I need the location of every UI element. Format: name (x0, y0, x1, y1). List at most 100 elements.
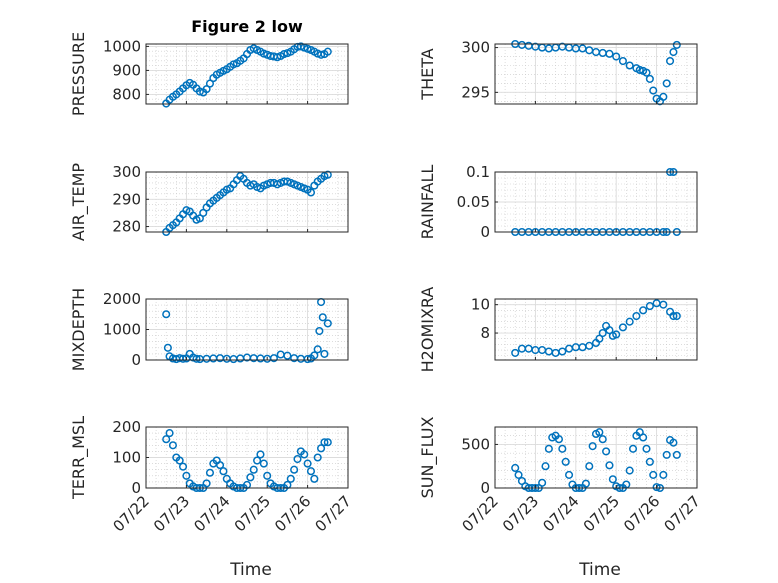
panel-6-data-point (558, 347, 567, 356)
panel-1-y-tick-label: 900 (112, 61, 141, 79)
panel-8-data-point (605, 461, 614, 470)
panel-7-data-point (313, 453, 322, 462)
panel-6-data-point (639, 306, 648, 315)
panel-7-data-point (323, 438, 332, 447)
panel-7-data-point (182, 471, 191, 480)
panel-7-data-point (306, 467, 316, 476)
panel-8-data-point (565, 470, 574, 479)
panel-7-data-point (178, 462, 188, 471)
panel-3-y-tick-label: 300 (112, 163, 141, 181)
panel-8-data-point (581, 479, 590, 488)
panel-6-y-tick-label: 10 (471, 296, 490, 314)
panel-7-data-point (162, 435, 171, 444)
panel-7-data-point (165, 429, 174, 438)
panel-1-data-point (279, 50, 289, 59)
panel-7-data-point (300, 450, 309, 459)
panel-5-y-tick-label: 0 (131, 351, 141, 369)
panel-8-data-point (561, 457, 570, 466)
panel-8-data-point (652, 483, 661, 492)
panel-8-axes-box (494, 426, 698, 489)
panel-2-data-point (672, 40, 681, 49)
panel-8-data-point (514, 470, 523, 479)
panel-7-x-axis-label: Time (229, 560, 272, 580)
panel-8-data-point (544, 444, 553, 453)
panel-5-data-point (313, 345, 322, 354)
panel-5-y-axis-label: MIXDEPTH (69, 288, 88, 371)
panel-6-data-point (632, 311, 641, 321)
panel-7-data-point (310, 474, 319, 483)
panel-6-data-point (612, 330, 621, 339)
panel-3-y-axis-label: AIR_TEMP (69, 163, 89, 241)
panel-6-data-point (672, 311, 681, 321)
panel-7-data-point (175, 456, 184, 465)
panel-4-y-tick-label: 0.05 (457, 193, 490, 211)
panel-6-data-point (605, 326, 614, 335)
panel-6-y-axis-label: H2OMIXRA (418, 287, 437, 373)
panel-2-data-point (625, 61, 634, 70)
panel-6-data-point (645, 302, 654, 311)
panel-1-data-point (317, 50, 326, 59)
panel-7-data-point (246, 473, 255, 482)
panel-7-y-tick-label: 0 (131, 479, 141, 497)
panel-8-data-point (538, 478, 547, 487)
panel-6-data-point (625, 317, 634, 326)
panel-6-data-point (669, 311, 678, 321)
panel-8-data-point (541, 462, 550, 471)
panel-8-data-point (585, 462, 594, 471)
panel-3-data-point (306, 188, 316, 197)
chart-title: Figure 2 low (191, 17, 303, 36)
panel-7-y-tick-label: 200 (112, 418, 141, 436)
panel-8-data-point (608, 475, 617, 484)
panel-6-data-point (585, 341, 594, 350)
panel-2-data-point (605, 49, 614, 58)
panel-8-data-point (595, 428, 604, 437)
panel-8-data-point (662, 450, 671, 459)
panel-2-y-tick-label: 295 (461, 83, 490, 101)
panel-2-data-point (649, 86, 658, 95)
panel-7-data-point (168, 441, 177, 450)
panel-5-data-point (283, 351, 292, 360)
panel-7-data-point (256, 450, 265, 459)
panel-1-data-point (195, 87, 204, 96)
panel-8-y-tick-label: 500 (461, 435, 490, 453)
panel-7-data-point (317, 444, 326, 453)
panel-8-data-point (669, 438, 678, 447)
panel-4-y-tick-label: 0.1 (466, 163, 490, 181)
panel-5-data-point (192, 354, 201, 363)
panel-5-data-point (310, 351, 319, 360)
panel-7-data-point (253, 456, 262, 465)
panel-6-data-point (618, 323, 627, 332)
panel-8-data-point (558, 444, 567, 453)
panel-7-data-point (293, 454, 302, 464)
panel-5-data-point (318, 313, 327, 322)
panel-1-y-tick-label: 800 (112, 85, 141, 103)
panel-1-axes-box (145, 43, 349, 105)
panel-4-y-tick-label: 0 (480, 223, 490, 241)
panel-8-data-point (659, 470, 668, 479)
panel-6-axes-box (494, 298, 698, 361)
panel-2-data-point (669, 48, 678, 57)
panel-5-y-tick-label: 2000 (103, 290, 141, 308)
panel-5-data-point (269, 354, 278, 363)
panel-5-data-point (162, 310, 171, 319)
panel-2-data-point (645, 74, 654, 83)
panel-7-data-point (263, 471, 272, 480)
panel-6-y-tick-label: 8 (480, 324, 490, 342)
panel-8-data-point (642, 444, 651, 453)
panel-8-x-axis-label: Time (578, 560, 621, 580)
panel-7-data-point (320, 438, 329, 447)
panel-3-axes-box (145, 171, 349, 233)
panel-7-data-point (219, 467, 228, 476)
panel-1-y-tick-label: 1000 (103, 37, 141, 55)
panel-6-data-point (598, 328, 607, 338)
panel-1-y-axis-label: PRESSURE (69, 32, 88, 116)
panel-7-data-point (286, 474, 295, 483)
panel-8-data-point (628, 444, 638, 453)
panel-7-data-point (259, 459, 268, 468)
panel-7-data-point (290, 465, 299, 474)
panel-5-data-point (320, 349, 329, 358)
panel-2-y-axis-label: THETA (418, 48, 437, 100)
panel-2-data-point (662, 79, 671, 88)
panel-6-data-point (595, 334, 604, 343)
